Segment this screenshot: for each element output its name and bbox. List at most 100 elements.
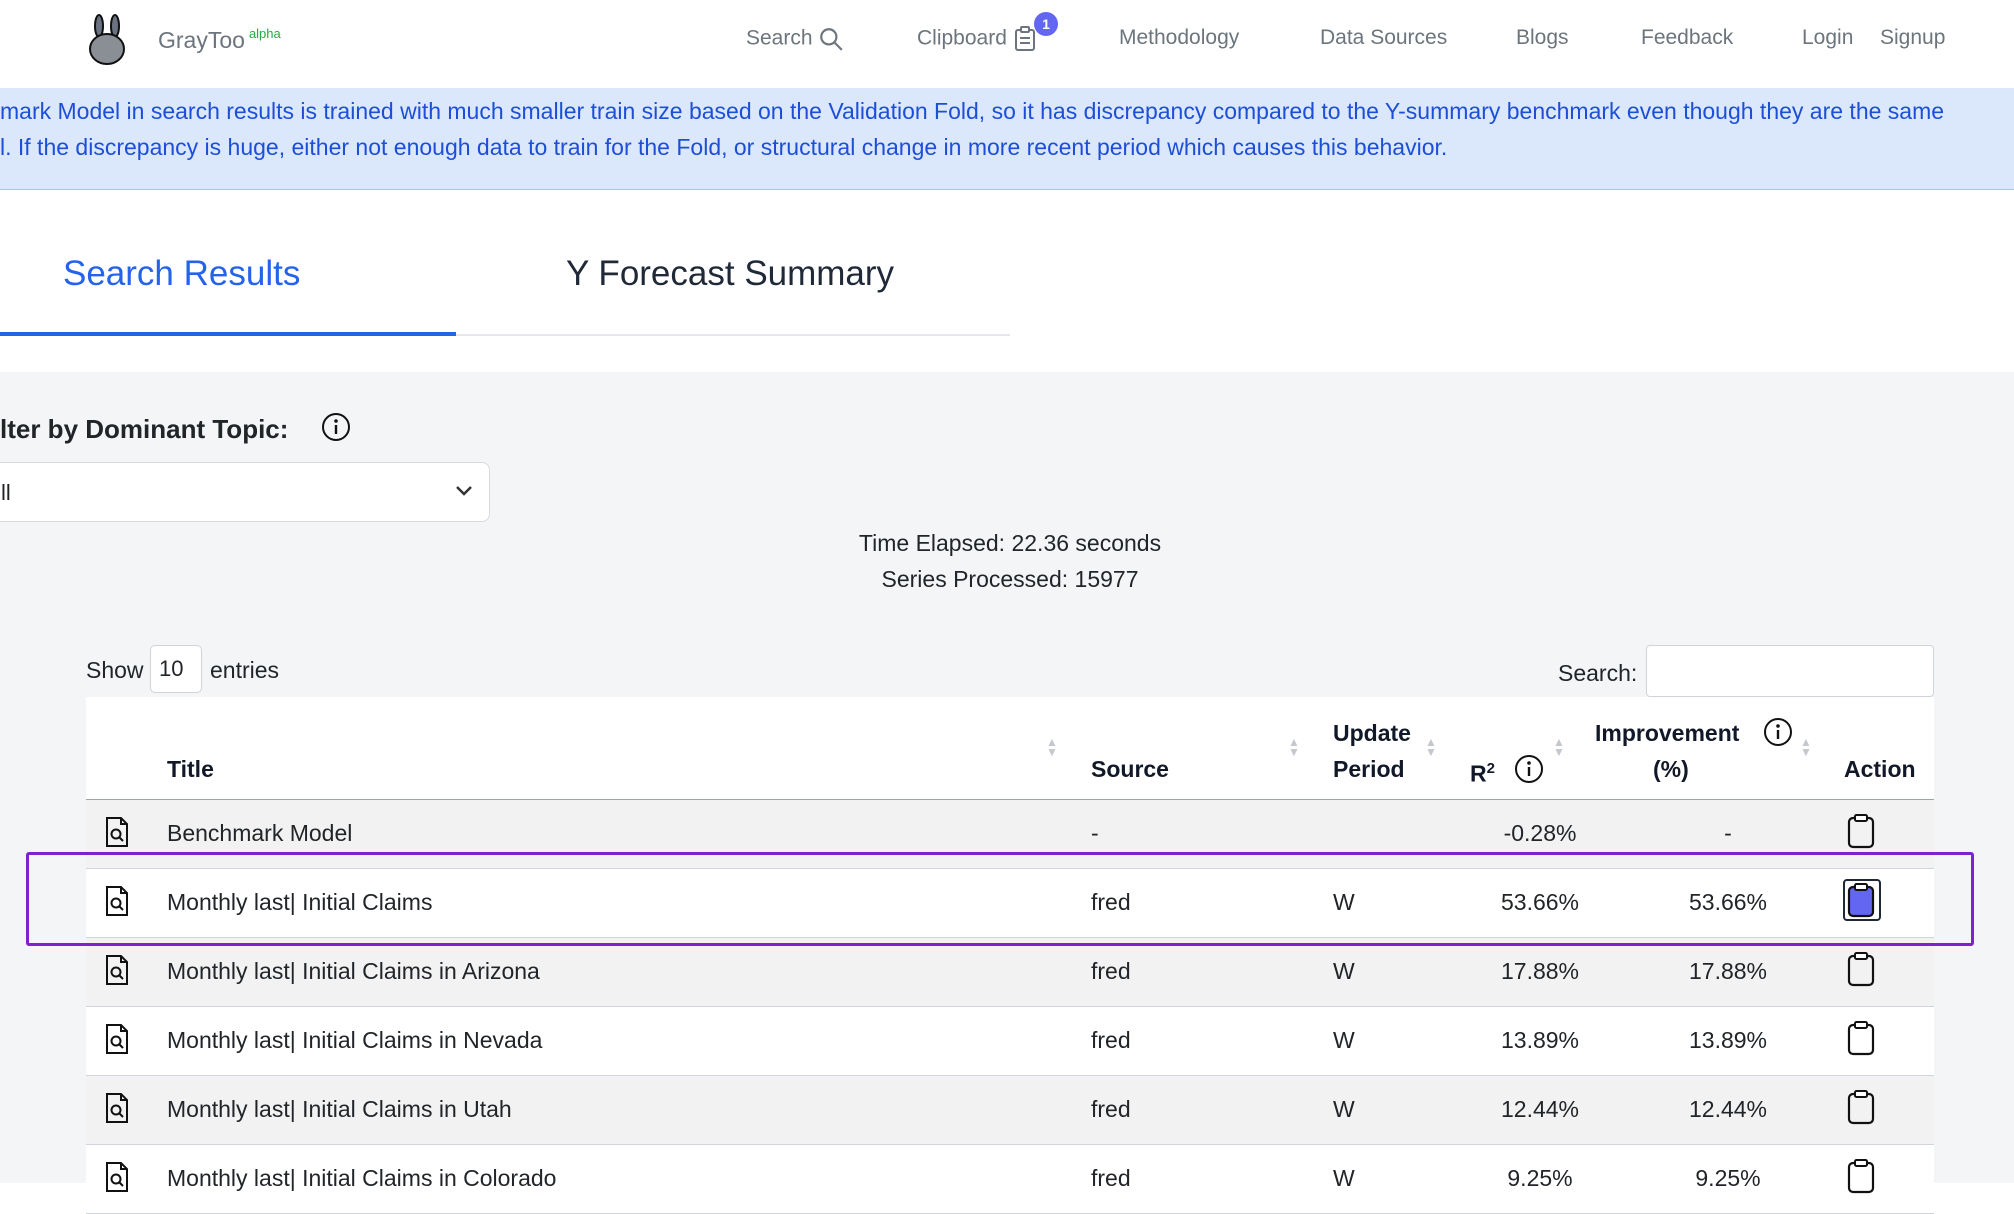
- alert-text-line-2: l. If the discrepancy is huge, either no…: [0, 134, 1448, 160]
- col-header-source[interactable]: Source: [1091, 756, 1169, 782]
- chevron-down-icon[interactable]: [454, 484, 474, 498]
- rabbit-logo-icon[interactable]: [84, 14, 130, 66]
- cell-source: fred: [1091, 889, 1131, 915]
- cell-improvement: 17.88%: [1688, 958, 1767, 984]
- clipboard-icon[interactable]: [1845, 1020, 1877, 1061]
- cell-r2: 17.88%: [1500, 958, 1579, 984]
- cell-r2: 12.44%: [1500, 1096, 1579, 1122]
- cell-title[interactable]: Monthly last| Initial Claims in Utah: [167, 1096, 512, 1122]
- cell-source: fred: [1091, 958, 1131, 984]
- cell-improvement: 53.66%: [1688, 889, 1767, 915]
- table-row[interactable]: Benchmark Model - -0.28% -: [86, 800, 1934, 869]
- nav-signup[interactable]: Signup: [1880, 26, 1946, 49]
- col-header-improvement-line1[interactable]: Improvement: [1595, 720, 1740, 746]
- document-search-icon[interactable]: [104, 1092, 130, 1129]
- clipboard-icon[interactable]: [1845, 1089, 1877, 1130]
- tabs-baseline: [0, 334, 1010, 336]
- info-icon[interactable]: [321, 412, 351, 442]
- cell-r2: -0.28%: [1503, 820, 1577, 846]
- sort-r2-icon[interactable]: ▲ ▼: [1553, 735, 1565, 759]
- table-row[interactable]: Monthly last| Initial Claims fred W 53.66% 5…: [86, 869, 1934, 938]
- tab-search-results[interactable]: Search Results: [63, 254, 301, 293]
- nav-clipboard[interactable]: Clipboard: [917, 26, 1037, 52]
- show-label: Show: [86, 657, 144, 683]
- clipboard-icon[interactable]: [1845, 951, 1877, 992]
- nav-data-sources[interactable]: Data Sources: [1320, 26, 1448, 49]
- clipboard-icon[interactable]: [1845, 813, 1877, 854]
- nav-search[interactable]: Search: [746, 26, 844, 52]
- dominant-topic-select[interactable]: ll: [0, 462, 490, 522]
- cell-improvement: 9.25%: [1695, 1165, 1761, 1191]
- top-navbar: GrayToo alpha Search Clipboard 1 Methodol…: [0, 0, 2014, 88]
- cell-r2: 53.66%: [1500, 889, 1579, 915]
- document-search-icon[interactable]: [104, 1161, 130, 1198]
- col-header-update-line2[interactable]: Period: [1333, 756, 1405, 782]
- alpha-tag: alpha: [248, 26, 281, 41]
- cell-improvement: 12.44%: [1688, 1096, 1767, 1122]
- r2-text: R: [1470, 760, 1487, 787]
- tab-y-forecast-summary[interactable]: Y Forecast Summary: [566, 254, 895, 293]
- alert-text-line-1: mark Model in search results is trained …: [0, 98, 1945, 124]
- col-header-r2[interactable]: R2: [1470, 751, 1495, 792]
- nav-feedback[interactable]: Feedback: [1641, 26, 1734, 49]
- document-search-icon[interactable]: [104, 1023, 130, 1060]
- r2-superscript: 2: [1486, 760, 1495, 777]
- document-search-icon[interactable]: [104, 816, 130, 853]
- active-tab-indicator: [0, 332, 456, 336]
- nav-search-label[interactable]: Search: [746, 26, 813, 50]
- series-processed: Series Processed: 15977: [881, 566, 1139, 592]
- table-row[interactable]: Monthly last| Initial Claims in Colorado…: [86, 1145, 1934, 1214]
- entries-per-page-select[interactable]: 10: [150, 645, 202, 693]
- clipboard-selected-frame: [1843, 879, 1881, 921]
- cell-improvement: -: [1724, 820, 1732, 846]
- cell-update-period: W: [1333, 958, 1355, 984]
- sort-update-icon[interactable]: ▲ ▼: [1425, 735, 1437, 759]
- document-search-icon[interactable]: [104, 954, 130, 991]
- brand-name[interactable]: GrayToo alpha: [158, 26, 281, 54]
- clipboard-icon[interactable]: [1845, 1158, 1877, 1199]
- dominant-topic-selected-value: ll: [1, 480, 11, 505]
- sort-improvement-icon[interactable]: ▲ ▼: [1800, 735, 1812, 759]
- cell-source: fred: [1091, 1027, 1131, 1053]
- sort-source-icon[interactable]: ▲ ▼: [1288, 735, 1300, 759]
- nav-login[interactable]: Login: [1802, 26, 1854, 49]
- cell-title[interactable]: Monthly last| Initial Claims in Arizona: [167, 958, 540, 984]
- col-header-title[interactable]: Title: [167, 756, 214, 782]
- brand-text[interactable]: GrayToo: [158, 27, 245, 53]
- improvement-info-icon[interactable]: [1763, 717, 1793, 747]
- cell-title[interactable]: Monthly last| Initial Claims in Colorado: [167, 1165, 557, 1191]
- col-header-action: Action: [1844, 756, 1916, 782]
- cell-update-period: W: [1333, 1165, 1355, 1191]
- info-alert-banner: mark Model in search results is trained …: [0, 88, 2014, 190]
- table-row[interactable]: Monthly last| Initial Claims in Nevada fr…: [86, 1007, 1934, 1076]
- col-header-improvement-line2[interactable]: (%): [1653, 756, 1689, 782]
- clipboard-count-badge: 1: [1034, 12, 1058, 36]
- cell-source: -: [1091, 820, 1099, 846]
- nav-clipboard-label[interactable]: Clipboard: [917, 26, 1007, 50]
- table-header: Title ▲ ▼ Source ▲ ▼ Update Period ▲ ▼ R2 ▲…: [86, 697, 1934, 801]
- document-search-icon[interactable]: [104, 885, 130, 922]
- col-header-update-line1[interactable]: Update: [1333, 720, 1411, 746]
- cell-update-period: W: [1333, 1027, 1355, 1053]
- cell-title[interactable]: Monthly last| Initial Claims: [167, 889, 433, 915]
- cell-improvement: 13.89%: [1688, 1027, 1767, 1053]
- table-search-input[interactable]: [1646, 645, 1934, 697]
- nav-blogs[interactable]: Blogs: [1516, 26, 1569, 49]
- r2-info-icon[interactable]: [1514, 754, 1544, 784]
- nav-methodology[interactable]: Methodology: [1119, 26, 1240, 49]
- sort-title-icon[interactable]: ▲ ▼: [1046, 735, 1058, 759]
- entries-label: entries: [210, 657, 280, 683]
- cell-update-period: W: [1333, 1096, 1355, 1122]
- table-row[interactable]: Monthly last| Initial Claims in Arizona f…: [86, 938, 1934, 1007]
- table-row[interactable]: Monthly last| Initial Claims in Utah fred…: [86, 1076, 1934, 1145]
- clipboard-added-icon[interactable]: [1845, 882, 1877, 923]
- table-search-label: Search:: [1558, 660, 1638, 686]
- clipboard-list-icon[interactable]: [1013, 26, 1037, 52]
- cell-title[interactable]: Benchmark Model: [167, 820, 353, 846]
- filter-label: lter by Dominant Topic:: [0, 414, 289, 444]
- search-icon[interactable]: [818, 26, 844, 52]
- cell-title[interactable]: Monthly last| Initial Claims in Nevada: [167, 1027, 543, 1053]
- cell-update-period: W: [1333, 889, 1355, 915]
- cell-source: fred: [1091, 1165, 1131, 1191]
- cell-r2: 9.25%: [1507, 1165, 1573, 1191]
